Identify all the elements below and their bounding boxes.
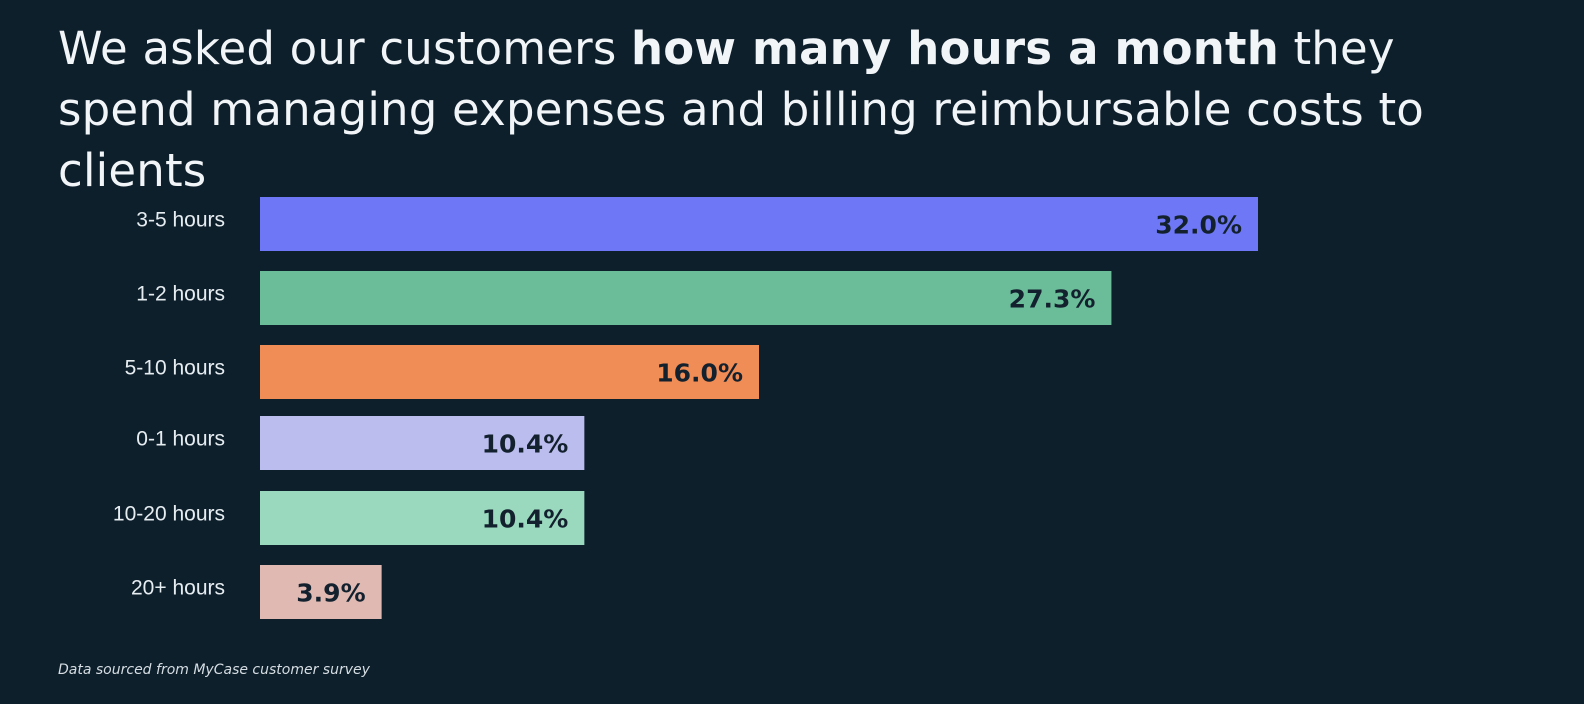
category-label: 5-10 hours <box>125 357 225 380</box>
bar-5 <box>260 491 585 545</box>
source-footnote: Data sourced from MyCase customer survey <box>58 662 370 678</box>
title-part-1: We asked our customers <box>58 22 631 75</box>
chart-title: We asked our customers how many hours a … <box>58 18 1538 201</box>
value-label: 32.0% <box>1155 211 1242 240</box>
bar-1 <box>260 197 1258 251</box>
title-part-2: they spend managing expenses and billing… <box>58 22 1425 197</box>
value-label: 16.0% <box>656 359 743 388</box>
value-label: 10.4% <box>482 505 569 534</box>
bar-4 <box>260 416 585 470</box>
bar-2 <box>260 271 1112 325</box>
value-label: 10.4% <box>482 430 569 459</box>
bar-chart: 3-5 hours 32.0% 1-2 hours 27.3% 5-10 hours 16… <box>113 197 1258 619</box>
category-label: 1-2 hours <box>136 283 225 306</box>
category-label: 3-5 hours <box>136 209 225 232</box>
value-label: 3.9% <box>296 579 365 608</box>
bar-3 <box>260 345 759 399</box>
category-label: 10-20 hours <box>113 503 225 526</box>
value-label: 27.3% <box>1009 285 1096 314</box>
bar-6 <box>260 565 382 619</box>
title-emphasis: how many hours a month <box>631 22 1279 75</box>
category-label: 0-1 hours <box>136 428 225 451</box>
category-label: 20+ hours <box>131 577 225 600</box>
